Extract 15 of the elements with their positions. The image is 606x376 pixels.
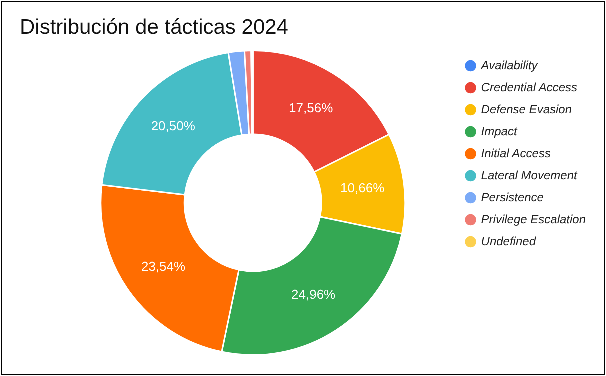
data-label: 23,54%: [141, 259, 186, 274]
legend-label: Initial Access: [481, 146, 551, 160]
data-label: 10,66%: [340, 180, 386, 196]
data-label: 17,56%: [289, 100, 334, 116]
data-label: 20,50%: [151, 118, 196, 134]
legend-label: Persistence: [481, 190, 544, 204]
chart-title: Distribución de tácticas 2024: [20, 16, 288, 40]
legend-label: Lateral Movement: [481, 168, 578, 182]
legend-label: Privilege Escalation: [481, 212, 586, 226]
legend-label: Credential Access: [481, 80, 578, 94]
legend-label: Impact: [481, 124, 518, 138]
legend-label: Undefined: [481, 234, 536, 248]
legend-label: Availability: [480, 58, 539, 72]
data-label: 24,96%: [292, 286, 336, 302]
legend-label: Defense Evasion: [481, 102, 572, 116]
